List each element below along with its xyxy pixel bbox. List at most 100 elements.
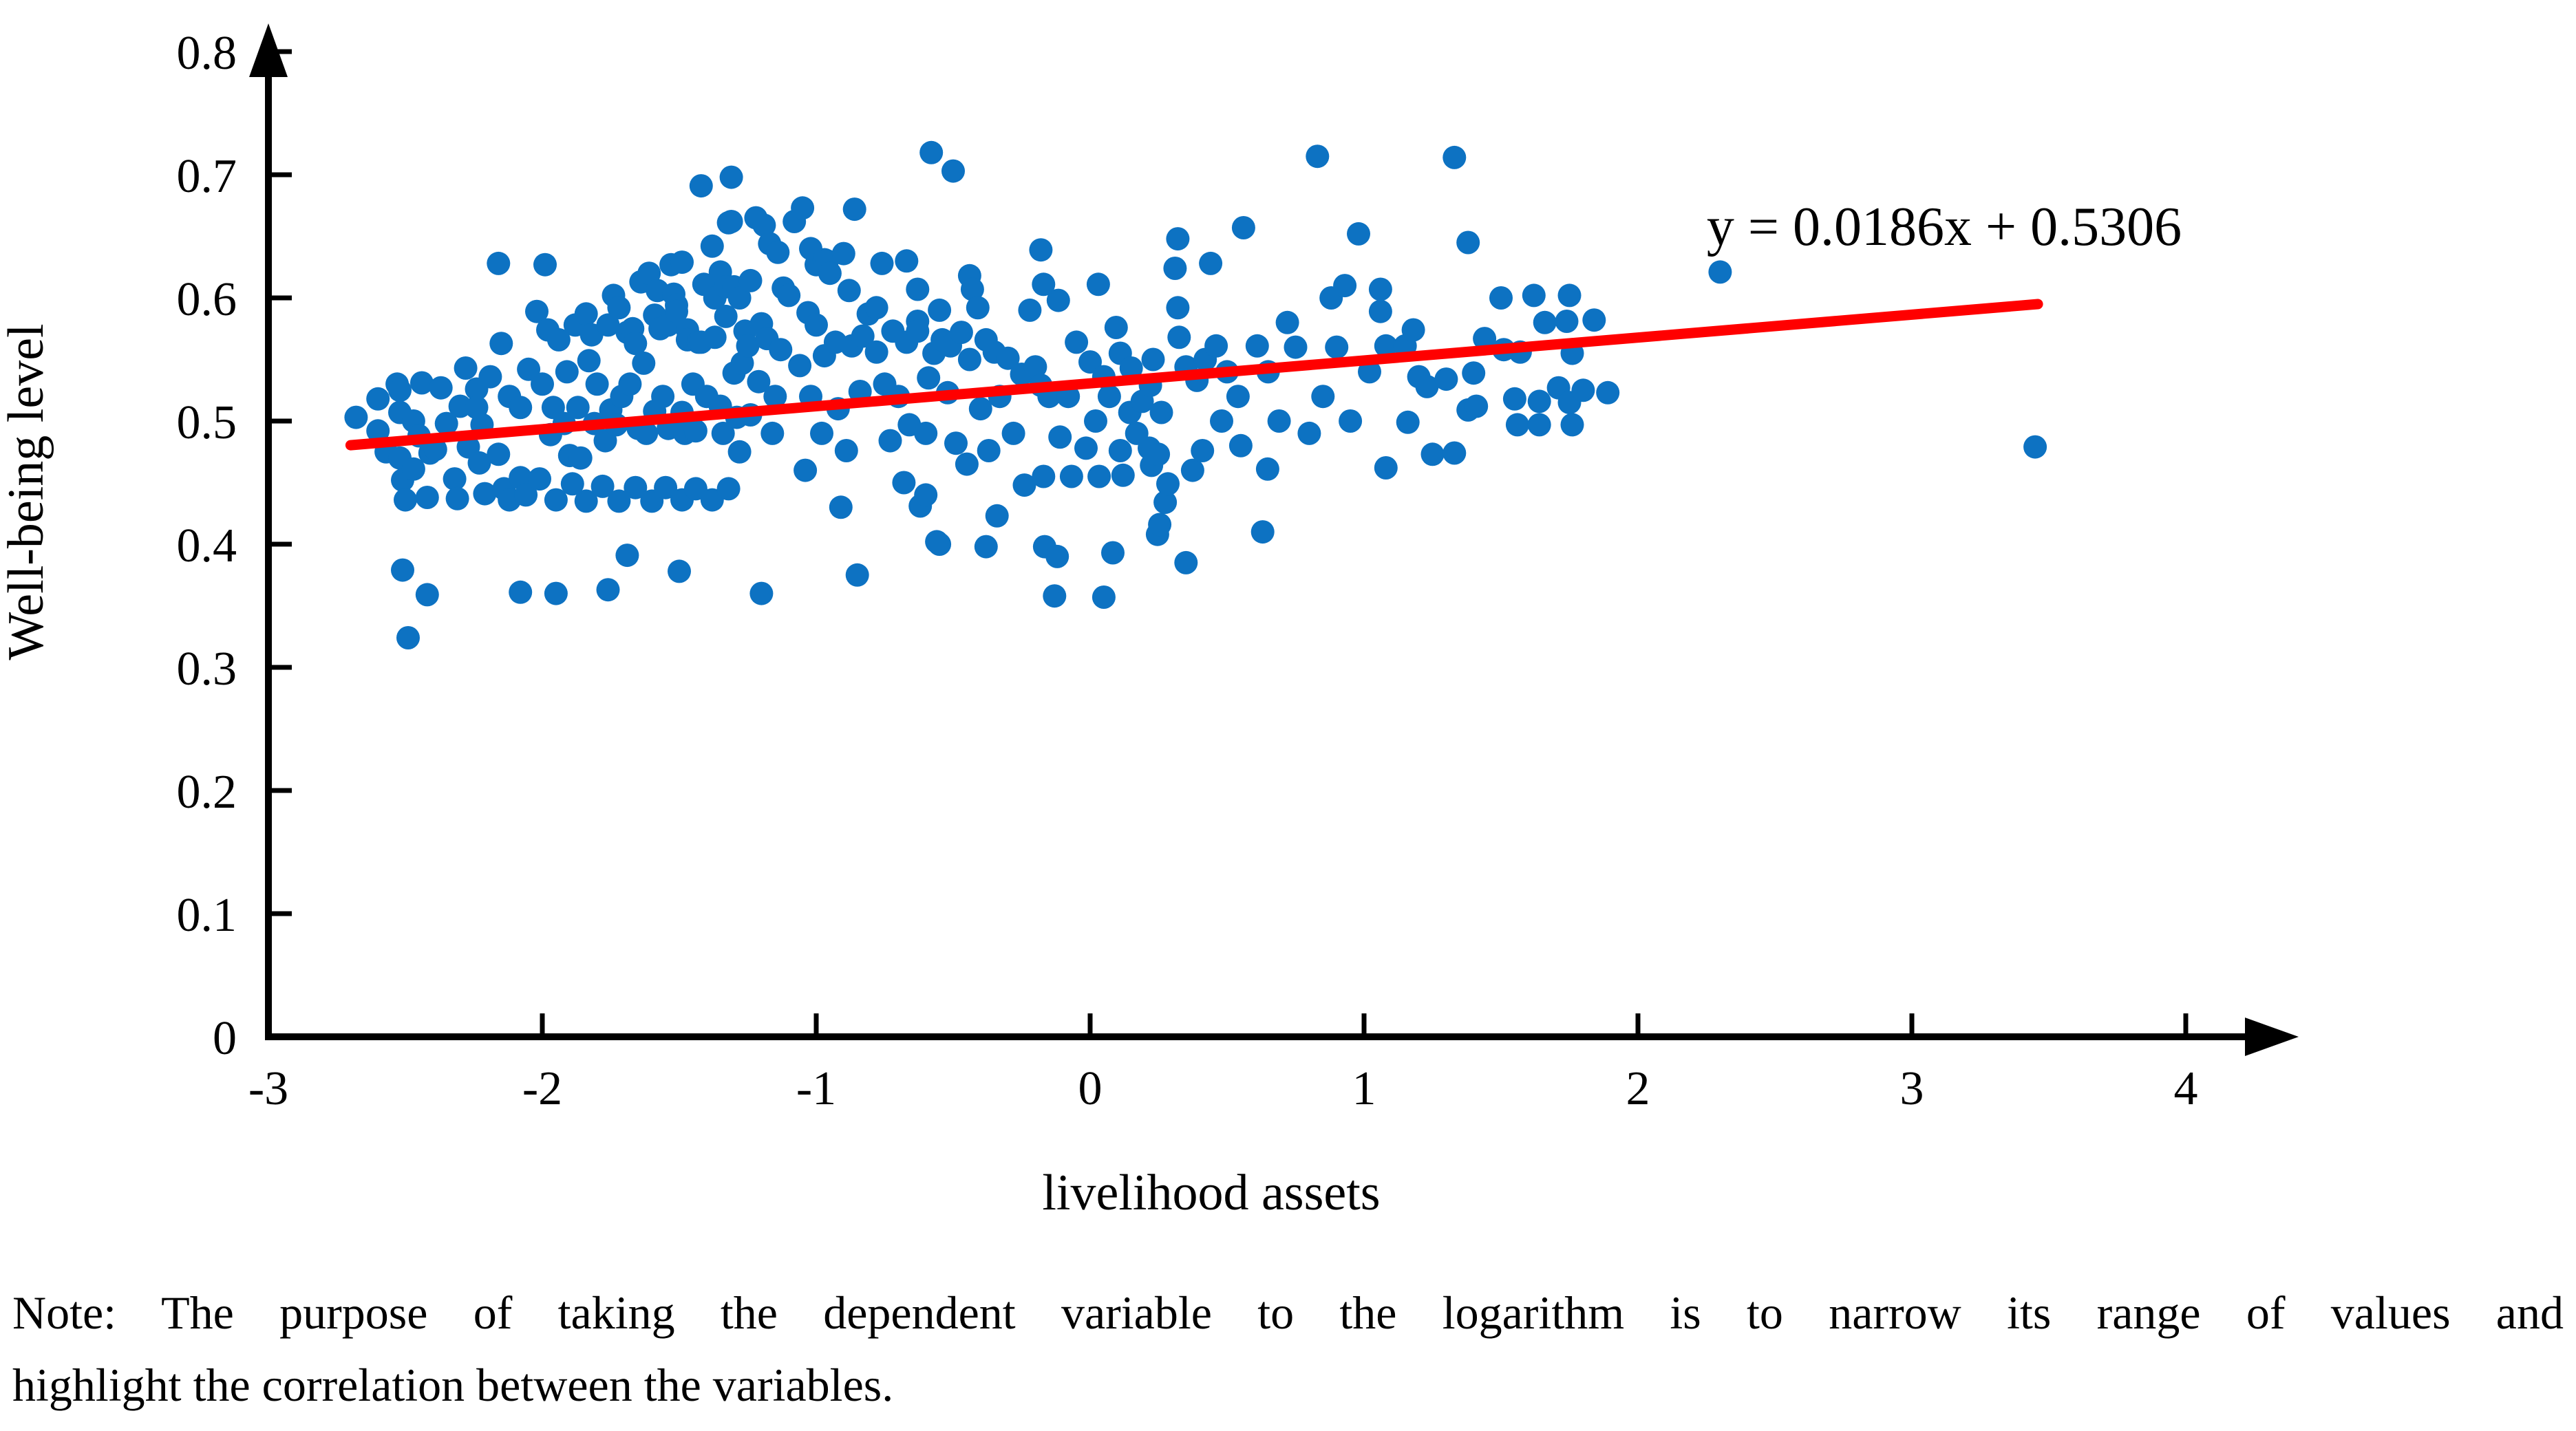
x-axis-arrow-icon — [2245, 1018, 2299, 1056]
scatter-point — [810, 421, 833, 445]
scatter-point — [1149, 400, 1173, 424]
scatter-point — [1306, 144, 1330, 169]
y-axis-title: Well-being level — [0, 323, 54, 660]
scatter-point — [388, 378, 412, 402]
scatter-point — [1374, 456, 1398, 480]
scatter-point — [870, 251, 894, 275]
scatter-point — [560, 472, 584, 496]
scatter-point — [842, 197, 866, 222]
scatter-point — [928, 532, 952, 556]
scatter-point — [1092, 585, 1116, 609]
scatter-point — [719, 165, 743, 189]
scatter-point — [749, 581, 774, 605]
scatter-point — [1374, 334, 1398, 358]
x-tick-label: 3 — [1900, 1062, 1924, 1115]
scatter-point — [454, 356, 478, 380]
scatter-point — [366, 387, 390, 411]
scatter-point — [1167, 325, 1191, 349]
scatter-point — [1166, 227, 1190, 251]
x-tick-label: -1 — [796, 1062, 836, 1115]
scatter-point — [683, 419, 707, 443]
scatter-point — [618, 372, 642, 396]
scatter-point — [1174, 550, 1198, 574]
figure-note-line1: Note: The purpose of taking the dependen… — [12, 1287, 2564, 1339]
scatter-point — [574, 302, 598, 326]
scatter-point — [1489, 286, 1513, 310]
scatter-point — [1032, 464, 1056, 488]
scatter-point — [736, 334, 760, 358]
scatter-point — [1059, 464, 1083, 488]
y-tick-label: 0.4 — [177, 519, 237, 572]
scatter-point — [788, 354, 812, 378]
scatter-point — [467, 451, 491, 475]
scatter-point — [974, 535, 998, 559]
scatter-point — [805, 313, 828, 337]
scatter-point — [960, 277, 984, 301]
scatter-point — [487, 251, 511, 275]
scatter-point — [1708, 260, 1732, 284]
scatter-point — [1275, 310, 1299, 334]
scatter-point — [1505, 413, 1529, 437]
trend-line — [345, 299, 2043, 451]
scatter-point — [1368, 299, 1392, 323]
x-tick-label: 1 — [1352, 1062, 1376, 1115]
scatter-point — [738, 268, 763, 292]
scatter-point — [766, 240, 790, 264]
scatter-point — [1284, 335, 1308, 359]
y-axis-ticks: 0 0.1 0.2 0.3 0.4 0.5 0.6 0.7 0.8 — [177, 27, 292, 1065]
scatter-point — [818, 261, 842, 286]
x-tick-label: 0 — [1078, 1062, 1103, 1115]
scatter-point — [533, 252, 557, 277]
scatter-point — [478, 365, 502, 389]
scatter-point — [914, 483, 938, 507]
scatter-point — [409, 371, 434, 395]
scatter-point — [1401, 318, 1425, 342]
scatter-point — [906, 277, 930, 301]
scatter-point — [396, 626, 420, 649]
scatter-point — [957, 347, 981, 372]
scatter-point — [546, 327, 571, 352]
scatter-point — [1001, 421, 1025, 445]
scatter-point — [1255, 457, 1279, 481]
scatter-point — [1473, 327, 1497, 351]
scatter-point — [1415, 374, 1439, 398]
scatter-point — [1074, 436, 1098, 460]
scatter-point — [1104, 316, 1128, 339]
scatter-point — [568, 446, 593, 470]
x-axis-ticks: -3 -2 -1 0 1 2 3 4 — [248, 1013, 2198, 1115]
scatter-point — [727, 440, 752, 464]
scatter-point — [864, 340, 888, 364]
scatter-point — [1231, 216, 1255, 239]
scatter-point — [607, 296, 631, 320]
scatter-point — [919, 140, 944, 164]
scatter-point — [700, 488, 724, 512]
trend-line-group — [345, 299, 2043, 451]
y-tick-label: 0 — [213, 1012, 237, 1065]
scatter-point — [1527, 413, 1551, 437]
scatter-point — [1166, 296, 1190, 320]
scatter-point — [590, 474, 615, 498]
scatter-point — [985, 504, 1009, 528]
scatter-point — [635, 421, 659, 445]
scatter-point — [1250, 520, 1275, 544]
y-tick-label: 0.1 — [177, 889, 237, 942]
scatter-point — [1555, 310, 1579, 333]
y-tick-label: 0.2 — [177, 766, 237, 819]
scatter-point — [509, 396, 533, 420]
scatter-point — [489, 332, 513, 356]
scatter-point — [955, 452, 979, 476]
scatter-point — [624, 475, 648, 499]
scatter-point — [1153, 491, 1178, 515]
scatter-point — [1147, 442, 1171, 466]
scatter-point — [895, 249, 919, 273]
scatter-point — [914, 421, 938, 445]
x-axis-title: livelihood assets — [1042, 1165, 1380, 1221]
scatter-point — [528, 467, 551, 491]
scatter-point — [944, 431, 968, 455]
figure-note-line2: highlight the correlation between the va… — [12, 1359, 894, 1412]
scatter-point — [845, 563, 869, 587]
y-tick-label: 0.8 — [177, 27, 237, 80]
scatter-point — [1032, 272, 1056, 297]
x-tick-label: -2 — [522, 1062, 562, 1115]
scatter-point — [445, 486, 469, 510]
